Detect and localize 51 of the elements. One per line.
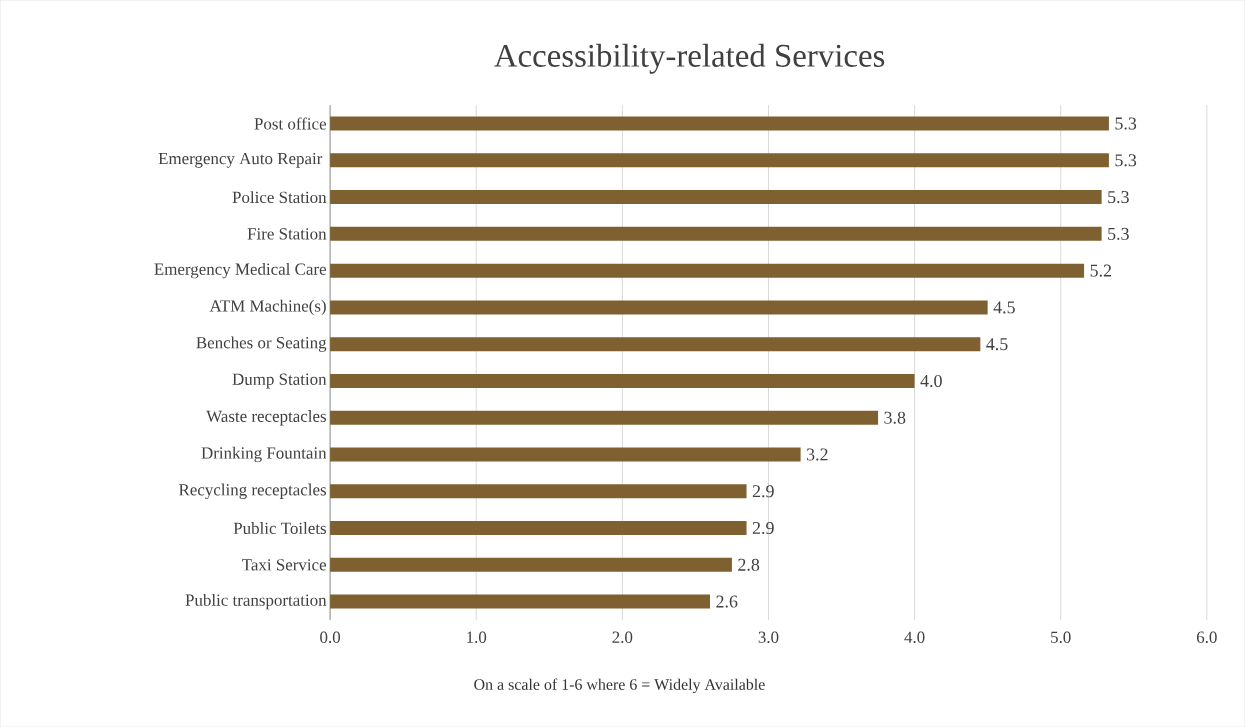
x-tick-label: 0.0: [320, 631, 341, 643]
x-tick-label: 3.0: [758, 631, 779, 643]
data-label: 5.2: [1090, 264, 1112, 277]
data-label: 4.5: [986, 338, 1008, 351]
x-tick-label: 4.0: [904, 631, 925, 643]
x-tick-label: 6.0: [1196, 631, 1217, 643]
y-tick-label: Dump Station: [232, 373, 327, 389]
x-tick-label: 2.0: [612, 631, 633, 643]
bar: [330, 190, 1102, 205]
y-tick-label: Recycling receptacles: [179, 483, 327, 499]
y-tick-label: Emergency Medical Care: [154, 262, 327, 279]
data-label: 5.3: [1108, 227, 1129, 240]
data-label: 5.3: [1108, 190, 1129, 204]
data-label: 2.6: [716, 595, 738, 608]
bar: [330, 484, 747, 499]
y-tick-label: Post office: [254, 117, 326, 130]
bar: [330, 410, 879, 425]
y-tick-label: Benches or Seating: [196, 336, 327, 352]
chart-title: Accessibility-related Services: [494, 43, 885, 74]
y-tick-label: Drinking Fountain: [201, 446, 327, 463]
bar: [330, 373, 915, 388]
bar: [330, 226, 1102, 241]
x-axis-title: On a scale of 1-6 where 6 = Widely Available: [474, 678, 765, 694]
bar: [330, 116, 1109, 131]
bar: [330, 594, 711, 609]
data-label: 2.9: [752, 485, 774, 498]
y-tick-label: Police Station: [232, 191, 327, 203]
data-label: 5.3: [1115, 154, 1137, 167]
y-tick-label: Fire Station: [247, 228, 327, 240]
y-tick-label: ATM Machine(s): [209, 299, 326, 316]
y-tick-label: Emergency Auto Repair: [158, 152, 323, 168]
data-label: 2.8: [738, 558, 760, 571]
y-tick-label: Public Toilets: [233, 522, 327, 534]
data-label: 2.9: [752, 521, 774, 535]
bar: [330, 557, 732, 572]
data-label: 4.5: [993, 301, 1015, 314]
x-tick-label: 5.0: [1051, 631, 1071, 643]
bar: [330, 520, 747, 535]
x-tick-label: 1.0: [467, 631, 487, 643]
data-label: 3.8: [884, 411, 906, 424]
bar: [330, 447, 801, 462]
y-tick-label: Waste receptacles: [206, 409, 326, 426]
data-label: 5.3: [1115, 117, 1137, 130]
y-tick-label: Taxi Service: [242, 559, 327, 571]
bar: [330, 153, 1109, 168]
bar: [330, 263, 1085, 278]
data-label: 4.0: [920, 374, 942, 387]
bar: [330, 300, 988, 315]
data-label: 3.2: [806, 448, 828, 461]
bar: [330, 337, 981, 352]
y-tick-label: Public transportation: [185, 593, 327, 610]
